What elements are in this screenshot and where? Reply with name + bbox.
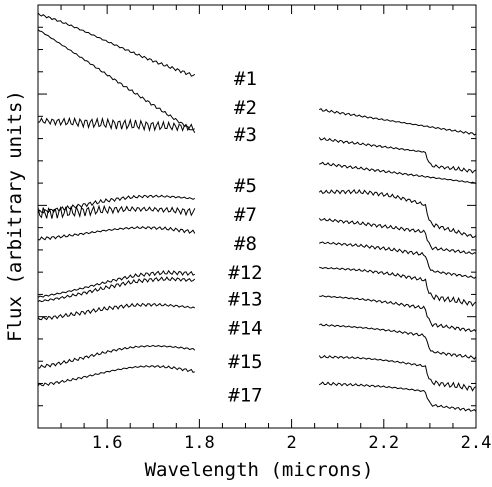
spectrum-k-band	[318, 108, 477, 136]
spectrum-k-band	[318, 241, 477, 279]
spectrum-h-band	[37, 276, 196, 303]
series-labels: #1 #2 #3 #5 #7 #8 #12 #13 #14 #15 #17	[228, 68, 262, 406]
x-tick-label: 1.6	[92, 433, 123, 453]
spectrum-k-band	[319, 266, 477, 307]
series-label: #14	[228, 317, 262, 339]
spectrum-h-band	[37, 194, 196, 214]
spectrum-h-band	[38, 344, 196, 369]
x-tick-label: 2	[286, 433, 296, 453]
spectrum-h-band	[37, 116, 195, 133]
spectrum-k-band	[319, 161, 477, 185]
series-label: #8	[234, 233, 257, 255]
spectrum-k-band	[318, 217, 477, 255]
series-label: #15	[228, 351, 262, 373]
axis-ticks	[37, 5, 477, 428]
series-label: #3	[234, 124, 257, 146]
spectrum-h-band	[37, 302, 196, 321]
x-axis-label: Wavelength (microns)	[145, 459, 374, 481]
plot-frame	[37, 4, 477, 429]
spectrum-k-band	[318, 323, 477, 360]
spectrum-k-band	[318, 354, 477, 392]
x-tick-label: 2.2	[368, 433, 399, 453]
spectrum-h-band	[37, 204, 196, 219]
x-tick-label: 1.8	[184, 433, 215, 453]
spectrum-h-band	[37, 225, 196, 241]
series-label: #17	[228, 384, 262, 406]
x-tick-label: 2.4	[461, 433, 492, 453]
spectrum-k-band	[318, 189, 477, 239]
spectrum-h-band	[37, 269, 196, 299]
series-label: #12	[228, 262, 262, 284]
series-label: #2	[234, 97, 257, 119]
series-label: #1	[234, 68, 257, 90]
spectrum-h-band	[37, 12, 196, 77]
y-axis-label: Flux (arbitrary units)	[4, 90, 26, 342]
series-label: #13	[228, 289, 262, 311]
spectrum-k-band	[319, 294, 477, 333]
spectrum-h-band	[37, 365, 195, 387]
series-label: #7	[234, 204, 257, 226]
spectrum-k-band	[318, 137, 477, 174]
spectra-series	[37, 12, 477, 412]
x-tick-labels: 1.6 1.8 2 2.2 2.4	[92, 433, 492, 453]
series-label: #5	[234, 175, 257, 197]
spectrum-h-band	[37, 29, 196, 133]
spectrum-k-band	[318, 381, 477, 412]
